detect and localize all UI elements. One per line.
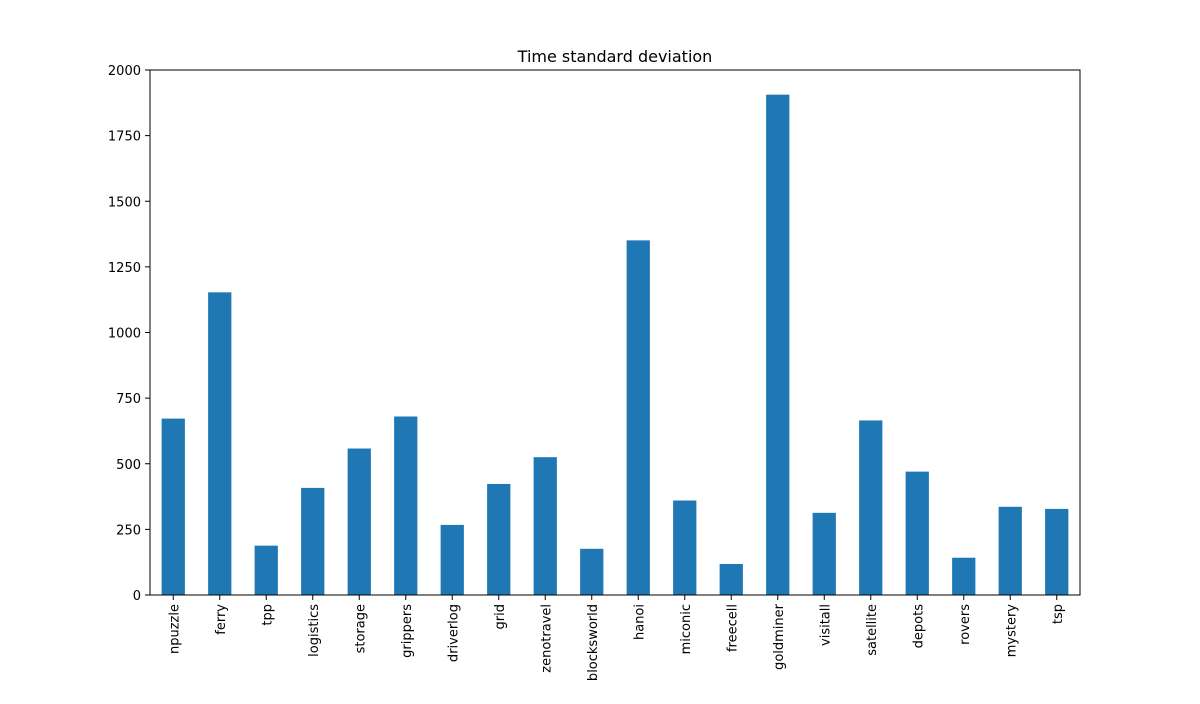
y-tick-label: 1500 [108, 195, 141, 210]
x-tick-label-miconic: miconic [679, 604, 694, 654]
bar-satellite [859, 420, 883, 595]
bar-logistics [301, 487, 325, 595]
x-tick-label-storage: storage [353, 604, 368, 653]
plot-frame [149, 69, 1081, 596]
x-tick-label-hanoi: hanoi [632, 604, 647, 640]
bar-grippers [394, 416, 418, 595]
bar-hanoi [626, 240, 650, 596]
bar-npuzzle [161, 418, 185, 595]
bar-grid [487, 483, 511, 595]
x-tick-label-driverlog: driverlog [446, 604, 461, 662]
y-tick-label: 1000 [108, 327, 141, 342]
bars-group [161, 94, 1069, 596]
y-axis: 0 250 500 750 1000 1250 1500 1750 2000 [108, 64, 150, 604]
y-tick-label: 1250 [108, 261, 141, 276]
x-tick-label-logistics: logistics [307, 604, 322, 657]
y-tick-label: 750 [116, 392, 141, 407]
x-tick-label-freecell: freecell [725, 604, 740, 652]
x-tick-label-grid: grid [493, 604, 508, 629]
x-tick-label-tsp: tsp [1051, 604, 1066, 624]
y-tick-label: 250 [116, 523, 141, 538]
x-tick-label-zenotravel: zenotravel [539, 604, 554, 673]
bar-depots [905, 471, 929, 595]
y-tick-label: 0 [133, 589, 141, 604]
x-tick-label-blocksworld: blocksworld [586, 604, 601, 681]
bar-tsp [1045, 508, 1069, 595]
x-tick-label-grippers: grippers [400, 604, 415, 658]
bar-freecell [719, 564, 743, 595]
x-tick-label-goldminer: goldminer [772, 603, 787, 670]
x-tick-label-ferry: ferry [214, 604, 229, 635]
y-tick-label: 1750 [108, 130, 141, 145]
bar-zenotravel [533, 457, 557, 595]
bar-goldminer [766, 94, 790, 596]
x-tick-label-mystery: mystery [1004, 604, 1019, 658]
bar-visitall [812, 512, 836, 595]
bar-mystery [998, 506, 1022, 595]
bar-ferry [208, 292, 232, 595]
bar-rovers [952, 557, 976, 595]
x-tick-label-visitall: visitall [818, 604, 833, 646]
chart-title: Time standard deviation [517, 47, 713, 66]
x-tick-label-satellite: satellite [865, 604, 880, 656]
x-axis: npuzzle ferry tpp logistics storage grippers d… [167, 595, 1066, 681]
bar-driverlog [440, 524, 464, 595]
x-tick-label-npuzzle: npuzzle [167, 604, 182, 654]
bar-blocksworld [580, 548, 604, 595]
x-tick-label-depots: depots [911, 604, 926, 649]
bar-tpp [254, 545, 278, 595]
y-tick-label: 2000 [108, 64, 141, 79]
x-tick-label-tpp: tpp [260, 604, 275, 626]
y-tick-label: 500 [116, 458, 141, 473]
x-tick-label-rovers: rovers [958, 604, 973, 645]
bar-storage [347, 448, 371, 595]
bar-miconic [673, 500, 697, 595]
